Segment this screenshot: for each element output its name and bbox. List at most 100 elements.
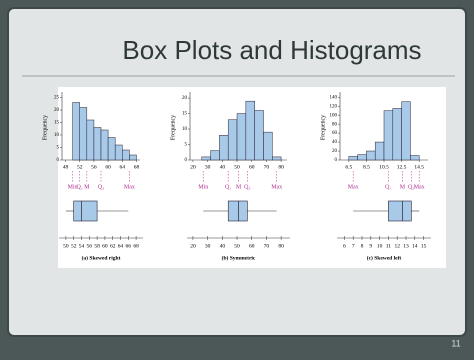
stat-label: Min: [68, 184, 78, 190]
y-tick-label: 25: [54, 96, 60, 101]
bar: [401, 101, 411, 161]
x-tick-label: 50: [234, 164, 240, 170]
x-tick-label: 10.5: [379, 164, 389, 170]
slide-title: Box Plots and Histograms: [122, 35, 421, 65]
y-tick-label: 40: [332, 140, 338, 145]
stat-label: Max: [271, 184, 282, 190]
box-axis-label: 50: [63, 243, 69, 249]
y-tick-label: 0: [335, 158, 338, 163]
x-tick-label: 52: [77, 164, 83, 170]
bar: [72, 102, 80, 161]
x-tick-label: 12.5: [397, 164, 407, 170]
bar: [236, 113, 247, 161]
y-axis-label: Frequency: [320, 115, 326, 140]
bar: [86, 119, 95, 161]
bar: [79, 107, 88, 161]
stat-label: Q₃: [408, 184, 414, 190]
stat-label: Max: [124, 184, 135, 190]
stat-label: Max: [348, 184, 359, 190]
stat-label: Q₁: [225, 184, 231, 190]
caption: (a) Skewed right: [82, 254, 121, 261]
box: [388, 200, 412, 222]
box-axis-label: 11: [386, 243, 392, 249]
bar: [263, 131, 273, 161]
y-tick-label: 10: [54, 133, 60, 138]
y-axis-label: Frequency: [42, 115, 48, 140]
box: [227, 200, 248, 222]
box-axis-label: 54: [79, 243, 85, 249]
stat-label: Max: [414, 184, 425, 190]
x-tick-label: 70: [264, 164, 270, 170]
x-tick-label: 60: [249, 164, 255, 170]
bar: [93, 127, 102, 161]
bar: [366, 150, 376, 161]
caption: (b) Symmetric: [222, 254, 256, 261]
x-tick-label: 14.5: [414, 164, 424, 170]
bar: [100, 129, 109, 161]
stat-label: Q₁: [77, 184, 83, 190]
y-tick-label: 15: [182, 112, 188, 117]
bar: [129, 154, 137, 161]
y-tick-label: 20: [332, 149, 338, 154]
y-tick-label: 80: [332, 122, 338, 127]
bar: [272, 156, 282, 161]
stat-label: M: [236, 184, 242, 190]
box-axis-label: 8: [361, 243, 364, 249]
box-axis-label: 52: [71, 243, 77, 249]
box-axis-label: 14: [412, 243, 418, 249]
x-tick-label: 40: [220, 164, 226, 170]
y-tick-label: 0: [185, 158, 188, 163]
x-tick-label: 64: [120, 164, 126, 170]
bar: [219, 134, 229, 161]
stat-label: Q₃: [98, 184, 104, 190]
box-axis-label: 58: [94, 243, 100, 249]
box-axis-label: 56: [87, 243, 93, 249]
box-axis-label: 13: [403, 243, 409, 249]
bar: [392, 108, 402, 161]
x-tick-label: 6.5: [345, 164, 352, 170]
y-tick-label: 5: [185, 143, 188, 148]
y-tick-label: 20: [54, 108, 60, 113]
x-tick-label: 68: [134, 164, 140, 170]
box-axis-label: 20: [190, 243, 196, 249]
page-number: 11: [451, 338, 460, 348]
y-tick-label: 0: [57, 158, 60, 163]
y-tick-label: 140: [330, 95, 338, 100]
x-tick-label: 20: [190, 164, 196, 170]
y-tick-label: 5: [57, 146, 60, 151]
y-tick-label: 10: [182, 127, 188, 132]
box-axis-label: 70: [264, 243, 270, 249]
bar: [374, 141, 385, 161]
bar: [348, 156, 358, 161]
x-tick-label: 80: [278, 164, 284, 170]
box-axis-label: 66: [126, 243, 132, 249]
bar: [357, 154, 367, 161]
bar: [210, 150, 220, 161]
x-tick-label: 48: [63, 164, 69, 170]
box-axis-label: 30: [205, 243, 211, 249]
bar: [114, 144, 123, 161]
bar: [227, 119, 238, 161]
y-axis-label: Frequency: [170, 115, 176, 140]
box-axis-label: 7: [352, 243, 355, 249]
bar: [383, 110, 394, 161]
box-axis-label: 62: [110, 243, 116, 249]
bar: [245, 100, 255, 161]
box-axis-label: 15: [421, 243, 427, 249]
bar: [410, 155, 420, 161]
box: [73, 200, 98, 222]
bar: [254, 110, 264, 161]
box-axis-label: 12: [394, 243, 400, 249]
box-axis-label: 10: [377, 243, 383, 249]
x-tick-label: 60: [105, 164, 111, 170]
y-tick-label: 60: [332, 131, 338, 136]
y-tick-label: 20: [182, 96, 188, 101]
stat-label: Q₃: [244, 184, 250, 190]
y-tick-label: 120: [330, 104, 338, 109]
stat-label: Q₁: [385, 184, 391, 190]
box-axis-label: 80: [278, 243, 284, 249]
box-axis-label: 6: [343, 243, 346, 249]
box-axis-label: 68: [133, 243, 139, 249]
bar: [122, 149, 130, 161]
